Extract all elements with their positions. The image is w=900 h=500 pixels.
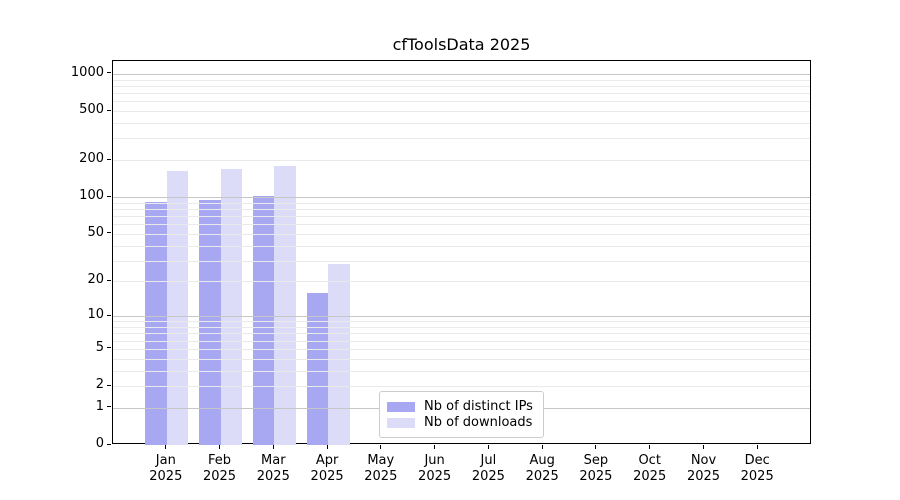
- y-tick-label: 100: [79, 188, 104, 204]
- grid-line-major: [113, 316, 810, 318]
- x-tick: [649, 445, 651, 449]
- legend-item-distinct-ips: Nb of distinct IPs: [387, 399, 535, 415]
- x-tick: [487, 445, 489, 449]
- grid-line-minor: [113, 79, 810, 81]
- bar-distinct-ips-mar: [252, 195, 275, 445]
- x-tick-label-sep: Sep 2025: [579, 453, 613, 484]
- x-tick-label-jan: Jan 2025: [149, 453, 183, 484]
- y-tick: [107, 279, 111, 281]
- y-tick: [107, 109, 111, 111]
- y-tick-label: 5: [95, 339, 104, 355]
- grid-line-minor: [113, 93, 810, 94]
- y-tick-label: 50: [87, 224, 104, 240]
- grid-line-major: [113, 197, 810, 199]
- x-tick: [595, 445, 597, 449]
- x-tick-label-jun: Jun 2025: [418, 453, 452, 484]
- x-tick: [380, 445, 382, 449]
- x-tick-label-dec: Dec 2025: [740, 453, 774, 484]
- bar-distinct-ips-apr: [306, 292, 329, 445]
- y-tick: [107, 195, 111, 197]
- y-tick: [107, 384, 111, 386]
- legend-swatch-distinct-ips: [387, 402, 415, 412]
- x-tick: [165, 445, 167, 449]
- grid-line-minor: [113, 208, 810, 210]
- grid-line-minor: [113, 123, 810, 124]
- bar-distinct-ips-jan: [145, 201, 167, 445]
- x-tick-label-aug: Aug 2025: [525, 453, 559, 484]
- x-tick-label-jul: Jul 2025: [471, 453, 505, 484]
- grid-line-minor: [113, 321, 810, 323]
- bar-downloads-apr: [328, 264, 350, 445]
- grid-line-minor: [113, 111, 810, 112]
- x-tick-label-mar: Mar 2025: [256, 453, 290, 484]
- x-tick-label-may: May 2025: [364, 453, 398, 484]
- x-tick: [272, 445, 274, 449]
- grid-line-minor: [113, 233, 810, 235]
- x-tick-label-apr: Apr 2025: [310, 453, 344, 484]
- y-tick-label: 10: [87, 307, 104, 323]
- grid-line-minor: [113, 260, 810, 262]
- x-tick: [756, 445, 758, 449]
- y-tick-label: 500: [79, 102, 104, 117]
- grid-line-minor: [113, 85, 810, 87]
- grid-line-minor: [113, 370, 810, 372]
- grid-line-minor: [113, 333, 810, 335]
- legend: Nb of distinct IPs Nb of downloads: [379, 391, 544, 438]
- chart-title: cfToolsData 2025: [392, 35, 531, 54]
- x-tick: [326, 445, 328, 449]
- grid-line-minor: [113, 340, 810, 342]
- grid-line-minor: [113, 202, 810, 204]
- grid-line-minor: [113, 281, 810, 283]
- legend-label-distinct-ips: Nb of distinct IPs: [424, 399, 533, 414]
- bar-downloads-mar: [274, 165, 296, 445]
- x-tick: [219, 445, 220, 449]
- y-tick-label: 0: [95, 436, 104, 451]
- grid-line-minor: [113, 245, 810, 247]
- grid-line-minor: [113, 327, 810, 328]
- x-tick: [703, 445, 704, 449]
- plot-area: [112, 60, 811, 445]
- bar-downloads-feb: [220, 169, 242, 445]
- y-tick: [107, 443, 111, 445]
- y-tick-label: 2: [95, 377, 104, 392]
- x-tick: [434, 445, 436, 449]
- x-tick-label-oct: Oct 2025: [633, 453, 667, 484]
- y-tick-label: 1000: [70, 64, 104, 80]
- y-tick: [107, 406, 111, 408]
- legend-swatch-downloads: [387, 418, 415, 428]
- y-tick: [107, 347, 111, 349]
- grid-line-minor: [113, 386, 810, 387]
- y-tick: [107, 232, 111, 234]
- y-tick: [107, 314, 111, 316]
- x-tick-label-feb: Feb 2025: [202, 453, 237, 484]
- legend-label-downloads: Nb of downloads: [424, 415, 533, 430]
- y-tick-label: 20: [87, 272, 104, 288]
- x-tick-label-nov: Nov 2025: [686, 453, 721, 484]
- grid-line-minor: [113, 216, 810, 217]
- grid-line-minor: [113, 358, 810, 360]
- grid-line-minor: [113, 224, 810, 226]
- grid-line-minor: [113, 160, 810, 162]
- x-tick: [541, 445, 543, 449]
- y-tick: [107, 158, 111, 160]
- grid-line-minor: [113, 348, 810, 350]
- grid-line-major: [113, 73, 810, 75]
- y-tick: [107, 72, 111, 74]
- grid-line-minor: [113, 101, 810, 103]
- grid-line-minor: [113, 138, 810, 140]
- legend-item-downloads: Nb of downloads: [387, 415, 535, 431]
- y-tick-label: 1: [95, 398, 104, 414]
- bar-downloads-jan: [166, 171, 189, 445]
- y-tick-label: 200: [79, 151, 104, 167]
